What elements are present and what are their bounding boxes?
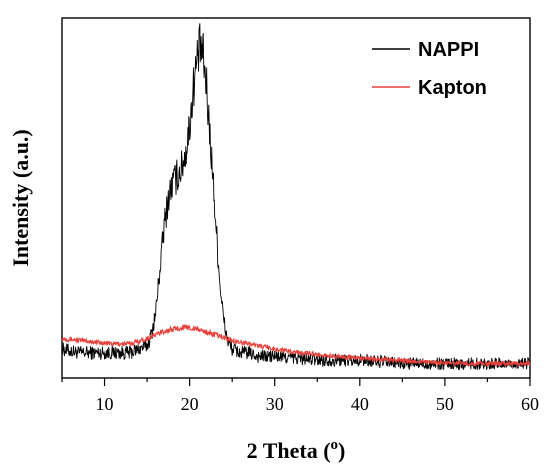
y-axis-title: Intensity (a.u.)	[8, 129, 33, 267]
x-axis-title: 2 Theta (o)	[247, 437, 346, 463]
series-line-kapton	[61, 323, 531, 368]
x-tick-label-60: 60	[521, 394, 539, 414]
x-tick-label-30: 30	[266, 394, 284, 414]
legend-label-kapton: Kapton	[418, 77, 487, 99]
series-layer	[61, 23, 531, 371]
legend: NAPPI Kapton	[372, 39, 487, 99]
x-tick-label-20: 20	[181, 394, 199, 414]
x-tick-label-10: 10	[96, 394, 114, 414]
x-ticks: 10 20 30 40 50 60	[61, 378, 539, 414]
x-tick-label-50: 50	[436, 394, 454, 414]
legend-label-nappi: NAPPI	[418, 39, 479, 61]
series-line-nappi	[61, 23, 531, 371]
plot-frame	[61, 17, 531, 379]
x-tick-label-40: 40	[351, 394, 369, 414]
